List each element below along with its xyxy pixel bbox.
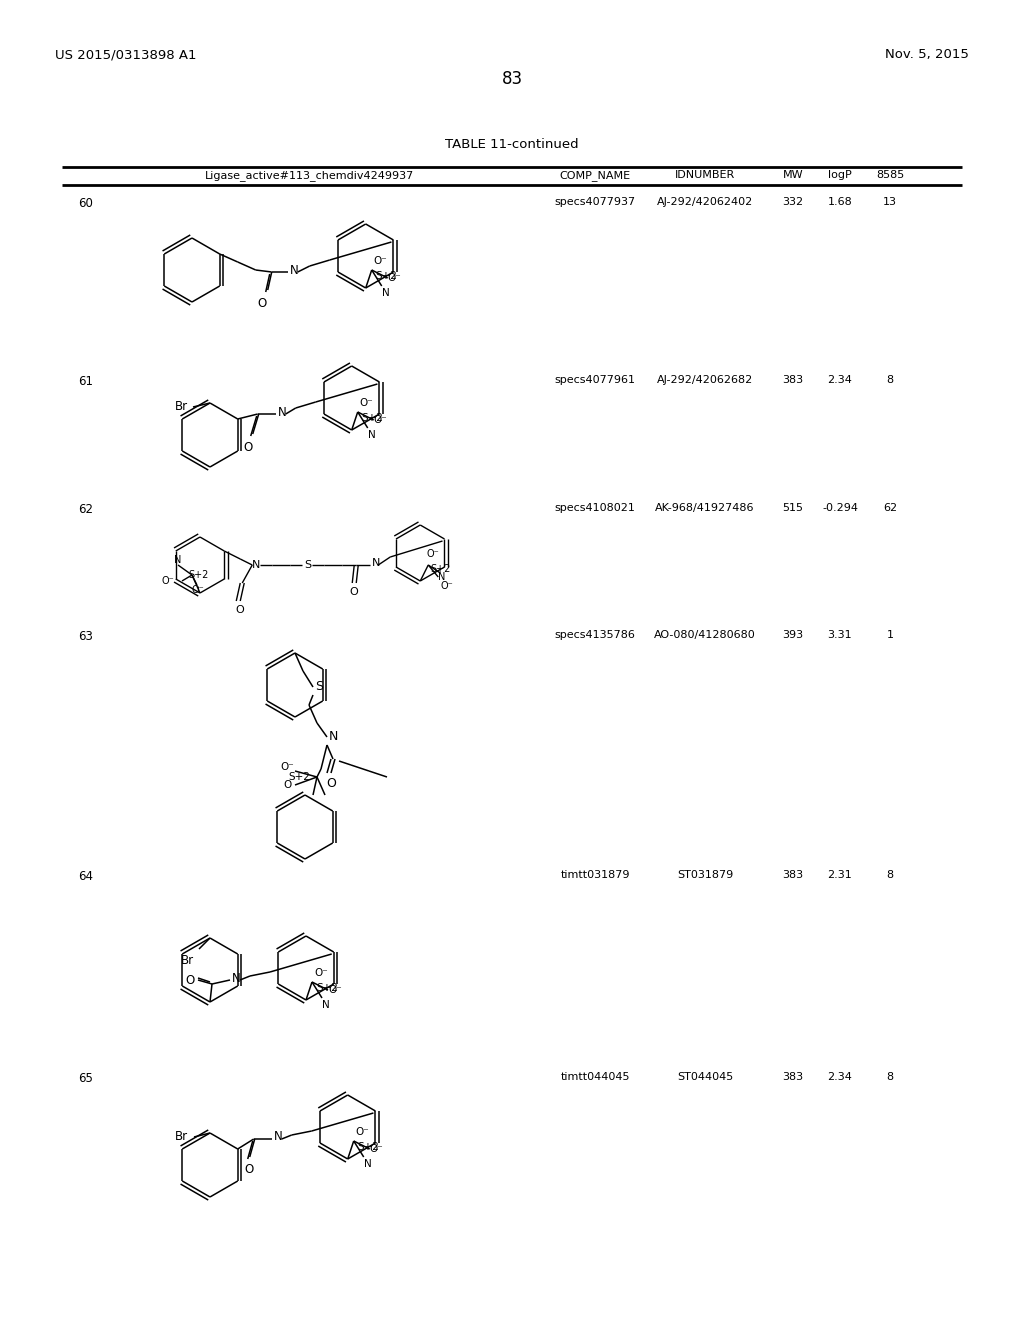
Text: O: O bbox=[243, 441, 252, 454]
Text: O⁻: O⁻ bbox=[440, 581, 453, 591]
Text: S+2: S+2 bbox=[430, 564, 451, 574]
Text: 61: 61 bbox=[78, 375, 93, 388]
Text: Ligase_active#113_chemdiv4249937: Ligase_active#113_chemdiv4249937 bbox=[206, 170, 415, 181]
Text: IDNUMBER: IDNUMBER bbox=[675, 170, 735, 180]
Text: O⁻: O⁻ bbox=[374, 414, 387, 425]
Text: MW: MW bbox=[782, 170, 803, 180]
Text: O⁻: O⁻ bbox=[359, 399, 374, 408]
Text: O⁻: O⁻ bbox=[355, 1127, 370, 1137]
Text: N: N bbox=[322, 1001, 330, 1010]
Text: timtt031879: timtt031879 bbox=[560, 870, 630, 880]
Text: O⁻: O⁻ bbox=[388, 273, 401, 282]
Text: S+2: S+2 bbox=[376, 271, 397, 281]
Text: ST044045: ST044045 bbox=[677, 1072, 733, 1082]
Text: O⁻: O⁻ bbox=[314, 968, 328, 978]
Text: 515: 515 bbox=[782, 503, 804, 513]
Text: 60: 60 bbox=[78, 197, 93, 210]
Text: S+2: S+2 bbox=[357, 1142, 380, 1152]
Text: specs4108021: specs4108021 bbox=[555, 503, 636, 513]
Text: AO-080/41280680: AO-080/41280680 bbox=[654, 630, 756, 640]
Text: 8: 8 bbox=[887, 870, 894, 880]
Text: logP: logP bbox=[828, 170, 852, 180]
Text: 62: 62 bbox=[78, 503, 93, 516]
Text: N: N bbox=[232, 972, 241, 985]
Text: O⁻: O⁻ bbox=[193, 585, 205, 595]
Text: 393: 393 bbox=[782, 630, 804, 640]
Text: 2.34: 2.34 bbox=[827, 1072, 852, 1082]
Text: AJ-292/42062402: AJ-292/42062402 bbox=[656, 197, 753, 207]
Text: N: N bbox=[290, 264, 298, 276]
Text: O: O bbox=[185, 974, 195, 986]
Text: O: O bbox=[244, 1163, 253, 1176]
Text: N: N bbox=[252, 560, 261, 570]
Text: N: N bbox=[273, 1130, 283, 1143]
Text: specs4077937: specs4077937 bbox=[554, 197, 636, 207]
Text: 383: 383 bbox=[782, 1072, 804, 1082]
Text: ST031879: ST031879 bbox=[677, 870, 733, 880]
Text: 3.31: 3.31 bbox=[827, 630, 852, 640]
Text: 8: 8 bbox=[887, 1072, 894, 1082]
Text: 63: 63 bbox=[78, 630, 93, 643]
Text: N: N bbox=[368, 430, 376, 440]
Text: 8585: 8585 bbox=[876, 170, 904, 180]
Text: O⁻: O⁻ bbox=[328, 985, 342, 995]
Text: TABLE 11-continued: TABLE 11-continued bbox=[445, 139, 579, 150]
Text: N: N bbox=[364, 1159, 372, 1170]
Text: 8: 8 bbox=[887, 375, 894, 385]
Text: Br: Br bbox=[175, 1130, 188, 1143]
Text: O⁻: O⁻ bbox=[281, 762, 294, 772]
Text: 2.34: 2.34 bbox=[827, 375, 852, 385]
Text: S+2: S+2 bbox=[288, 772, 310, 781]
Text: O⁻: O⁻ bbox=[374, 256, 387, 267]
Text: O⁻: O⁻ bbox=[426, 549, 439, 558]
Text: AJ-292/42062682: AJ-292/42062682 bbox=[656, 375, 753, 385]
Text: 332: 332 bbox=[782, 197, 804, 207]
Text: US 2015/0313898 A1: US 2015/0313898 A1 bbox=[55, 48, 197, 61]
Text: S+2: S+2 bbox=[361, 413, 384, 422]
Text: 1: 1 bbox=[887, 630, 894, 640]
Text: S+2: S+2 bbox=[316, 983, 338, 993]
Text: 2.31: 2.31 bbox=[827, 870, 852, 880]
Text: 383: 383 bbox=[782, 870, 804, 880]
Text: 64: 64 bbox=[78, 870, 93, 883]
Text: specs4135786: specs4135786 bbox=[555, 630, 636, 640]
Text: N: N bbox=[174, 554, 181, 565]
Text: 83: 83 bbox=[502, 70, 522, 88]
Text: 65: 65 bbox=[78, 1072, 93, 1085]
Text: Br: Br bbox=[181, 954, 194, 968]
Text: N: N bbox=[329, 730, 338, 743]
Text: O⁻: O⁻ bbox=[370, 1144, 383, 1154]
Text: N: N bbox=[382, 288, 389, 298]
Text: -0.294: -0.294 bbox=[822, 503, 858, 513]
Text: Nov. 5, 2015: Nov. 5, 2015 bbox=[885, 48, 969, 61]
Text: S: S bbox=[315, 681, 323, 693]
Text: O: O bbox=[350, 587, 358, 597]
Text: O⁻: O⁻ bbox=[161, 576, 174, 586]
Text: O: O bbox=[257, 297, 266, 310]
Text: S+2: S+2 bbox=[188, 570, 208, 579]
Text: S: S bbox=[304, 560, 311, 570]
Text: O: O bbox=[236, 605, 245, 615]
Text: AK-968/41927486: AK-968/41927486 bbox=[655, 503, 755, 513]
Text: N: N bbox=[438, 572, 445, 582]
Text: timtt044045: timtt044045 bbox=[560, 1072, 630, 1082]
Text: N: N bbox=[373, 558, 381, 568]
Text: specs4077961: specs4077961 bbox=[555, 375, 636, 385]
Text: N: N bbox=[278, 405, 287, 418]
Text: Br: Br bbox=[175, 400, 188, 413]
Text: COMP_NAME: COMP_NAME bbox=[559, 170, 631, 181]
Text: 62: 62 bbox=[883, 503, 897, 513]
Text: 13: 13 bbox=[883, 197, 897, 207]
Text: 383: 383 bbox=[782, 375, 804, 385]
Text: O: O bbox=[283, 780, 291, 789]
Text: O: O bbox=[326, 777, 336, 789]
Text: 1.68: 1.68 bbox=[827, 197, 852, 207]
